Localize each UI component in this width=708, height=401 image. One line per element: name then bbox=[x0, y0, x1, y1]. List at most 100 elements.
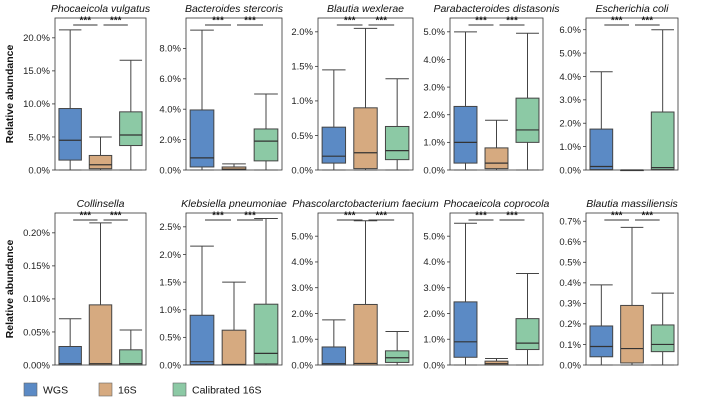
y-tick-label: 2.0% bbox=[559, 119, 581, 130]
iqr-box bbox=[620, 304, 644, 364]
iqr-box bbox=[650, 111, 675, 171]
y-tick-label: 0.0% bbox=[291, 165, 313, 176]
box-calibrated-16s bbox=[384, 331, 410, 366]
y-tick-label: 2.5% bbox=[159, 222, 181, 233]
iqr-box bbox=[453, 301, 478, 358]
significance-label: *** bbox=[641, 211, 653, 222]
legend-item-calibrated-16s: Calibrated 16S bbox=[172, 382, 261, 397]
y-tick-label: 1.0% bbox=[291, 96, 313, 107]
box-16s bbox=[484, 358, 509, 366]
y-tick-label: 2.0% bbox=[159, 135, 181, 146]
y-tick-label: 15.0% bbox=[23, 66, 50, 77]
panel-title: Parabacteroides distasonis bbox=[433, 3, 560, 15]
iqr-box bbox=[589, 325, 614, 358]
y-tick-label: 0.0% bbox=[159, 360, 181, 371]
y-tick-label: 0.00% bbox=[23, 360, 50, 371]
box-wgs bbox=[589, 284, 614, 366]
box-wgs bbox=[189, 245, 215, 366]
y-tick-label: 2.0% bbox=[159, 250, 181, 261]
box-16s bbox=[88, 136, 113, 171]
iqr-box bbox=[119, 349, 143, 366]
y-axis-label: Relative abundance bbox=[4, 45, 16, 144]
y-tick-label: 0.0% bbox=[28, 165, 50, 176]
iqr-box bbox=[589, 128, 614, 171]
significance-label: *** bbox=[475, 211, 487, 222]
significance-label: *** bbox=[244, 211, 256, 222]
y-tick-label: 0.5% bbox=[159, 333, 181, 344]
legend-item-16s: 16S bbox=[98, 382, 137, 397]
box-wgs bbox=[58, 318, 82, 366]
box-calibrated-16s bbox=[384, 78, 410, 171]
y-tick-label: 0.15% bbox=[23, 261, 50, 272]
y-tick-label: 0.20% bbox=[23, 228, 50, 239]
y-tick-label: 4.0% bbox=[159, 105, 181, 116]
y-tick-label: 0.0% bbox=[559, 165, 581, 176]
y-tick-label: 0.0% bbox=[423, 165, 445, 176]
iqr-box bbox=[321, 346, 347, 366]
y-tick-label: 3.0% bbox=[291, 283, 313, 294]
legend: WGS 16S Calibrated 16S bbox=[23, 382, 261, 397]
y-tick-label: 0.2% bbox=[559, 319, 581, 330]
y-tick-label: 0.7% bbox=[559, 217, 581, 228]
y-tick-label: 2.0% bbox=[291, 27, 313, 38]
box-calibrated-16s bbox=[515, 32, 540, 171]
y-tick-label: 0.0% bbox=[423, 360, 445, 371]
y-tick-label: 4.0% bbox=[291, 257, 313, 268]
y-tick-label: 0.0% bbox=[291, 360, 313, 371]
y-tick-label: 5.0% bbox=[291, 231, 313, 242]
iqr-box bbox=[353, 303, 378, 366]
significance-label: *** bbox=[506, 211, 518, 222]
box-calibrated-16s bbox=[253, 93, 279, 171]
y-tick-label: 1.5% bbox=[291, 62, 313, 73]
y-tick-label: 5.0% bbox=[423, 231, 445, 242]
significance-label: *** bbox=[244, 16, 256, 27]
y-tick-label: 6.0% bbox=[159, 74, 181, 85]
panel-collinsella: Collinsella 0.00% 0.05% 0.10% 0.15% 0.20% Rela… bbox=[4, 198, 147, 371]
box-16s bbox=[221, 163, 247, 171]
box-wgs bbox=[453, 31, 478, 171]
panel-title: Blautia massiliensis bbox=[586, 198, 678, 210]
y-tick-label: 2.0% bbox=[423, 110, 445, 121]
y-tick-label: 8.0% bbox=[159, 44, 181, 55]
box-wgs bbox=[189, 29, 215, 171]
significance-label: *** bbox=[375, 211, 387, 222]
iqr-box bbox=[221, 329, 247, 366]
panel-escherichia-coli: Escherichia coli 0.0% 1.0% 2.0% 3.0% 4.0% 5.0%… bbox=[559, 3, 679, 176]
box-16s bbox=[353, 220, 378, 366]
panel-title: Bacteroides stercoris bbox=[185, 3, 284, 15]
box-calibrated-16s bbox=[253, 218, 279, 366]
legend-swatch bbox=[23, 382, 38, 397]
y-axis-label: Relative abundance bbox=[4, 240, 16, 339]
panel-title: Klebsiella pneumoniae bbox=[181, 198, 287, 210]
legend-item-wgs: WGS bbox=[23, 382, 68, 397]
box-16s bbox=[353, 27, 378, 171]
y-tick-label: 5.0% bbox=[28, 132, 50, 143]
panel-title: Escherichia coli bbox=[596, 3, 670, 15]
y-tick-label: 1.0% bbox=[423, 335, 445, 346]
box-calibrated-16s bbox=[119, 329, 143, 366]
significance-label: *** bbox=[344, 211, 356, 222]
box-calibrated-16s bbox=[119, 59, 143, 171]
iqr-box bbox=[321, 126, 347, 164]
legend-label: WGS bbox=[43, 385, 68, 397]
iqr-box bbox=[88, 154, 113, 170]
y-tick-label: 1.0% bbox=[559, 142, 581, 153]
y-tick-label: 0.1% bbox=[559, 340, 581, 351]
y-tick-label: 1.5% bbox=[159, 277, 181, 288]
significance-label: *** bbox=[344, 16, 356, 27]
significance-label: *** bbox=[475, 16, 487, 27]
iqr-box bbox=[253, 303, 279, 365]
box-16s bbox=[221, 281, 247, 366]
iqr-box bbox=[58, 345, 82, 366]
iqr-box bbox=[253, 128, 279, 162]
box-16s bbox=[484, 119, 509, 171]
iqr-box bbox=[650, 324, 675, 353]
y-tick-label: 4.0% bbox=[423, 257, 445, 268]
iqr-box bbox=[221, 166, 247, 171]
panel-parabacteroides-distasonis: Parabacteroides distasonis 0.0% 1.0% 2.0% 3.… bbox=[423, 3, 560, 176]
iqr-box bbox=[58, 108, 82, 161]
panel-bacteroides-stercoris: Bacteroides stercoris 0.0% 2.0% 4.0% 6.0% 8.0… bbox=[159, 3, 283, 176]
iqr-box bbox=[189, 314, 215, 365]
panel-title: Blautia wexlerae bbox=[327, 3, 404, 15]
box-wgs bbox=[321, 319, 347, 366]
